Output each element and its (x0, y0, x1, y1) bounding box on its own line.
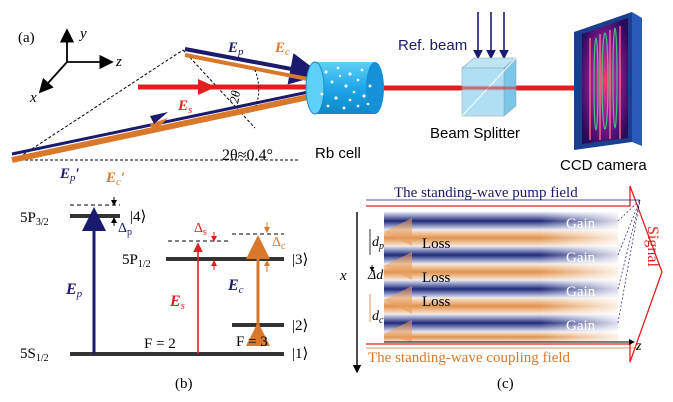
loss-label-3: Loss (422, 294, 451, 310)
dp-label: dp (372, 235, 384, 252)
delta-s-label: Δs (194, 221, 207, 238)
coordinate-axes: y z x (29, 26, 122, 106)
ccd-camera-label: CCD camera (560, 157, 647, 174)
gain-label-2: Gain (566, 250, 596, 266)
level-3-state: 5P1/2 (122, 252, 151, 270)
probe-prime-beam (11, 88, 319, 156)
level-4-state: 5P3/2 (20, 210, 49, 228)
level-1-ket: |1⟩ (292, 346, 308, 362)
level-1-state: 5S1/2 (20, 346, 49, 364)
ref-beam-arrows (473, 12, 509, 60)
panel-c: (c) Signal (339, 185, 663, 392)
loss-label-1: Loss (422, 236, 451, 252)
axis-x-label: x (29, 90, 37, 106)
rb-atoms (320, 66, 372, 110)
angle-arc (254, 69, 260, 107)
probe-prime-label: Ep′ (59, 166, 80, 184)
level-2-ket: |2⟩ (292, 318, 308, 334)
coupling-field-title: The standing-wave coupling field (368, 350, 571, 366)
panel-c-label: (c) (497, 376, 514, 392)
dc-label: dc (372, 309, 384, 326)
ref-beam-label: Ref. beam (398, 37, 467, 54)
dashed-guide-mid (182, 49, 256, 129)
coupling-label: Ec (274, 40, 290, 58)
angle-value: 2θ≈0.4° (222, 147, 273, 164)
axis-z-label: z (115, 54, 122, 70)
pump-field-title: The standing-wave pump field (394, 185, 578, 201)
axis-y-label: y (78, 26, 87, 42)
gain-label-1: Gain (566, 216, 596, 232)
coupling-prime-beam (11, 92, 319, 163)
delta-c-label: Δc (272, 235, 286, 252)
z-axis-label: z (635, 339, 642, 354)
angle-label: 2θ (226, 89, 243, 105)
signal-label: Es (177, 98, 192, 116)
ep-label: Ep (65, 281, 83, 300)
f2-label: F = 2 (144, 336, 176, 352)
ccd-camera (574, 12, 642, 150)
beam-splitter-label: Beam Splitter (430, 125, 520, 142)
level-3-ket: |3⟩ (292, 252, 308, 268)
panel-a-label: (a) (18, 30, 35, 46)
delta-p-label: Δp (118, 221, 132, 238)
panel-a: (a) y z x 2θ 2θ≈0.4° Ep Ec (11, 12, 647, 188)
coupling-beam (184, 53, 319, 83)
gain-label-4: Gain (566, 318, 596, 334)
ccd-fringes (593, 27, 618, 131)
coupling-prime-arrowhead (150, 118, 168, 132)
f3-label: F = 3 (236, 334, 268, 350)
signal-arrowhead (198, 79, 216, 95)
panel-b: (b) 5P3/2 |4⟩ 5P1/2 |3⟩ |2⟩ 5S1/2 |1⟩ Δp… (20, 197, 308, 392)
coupling-prime-label: Ec′ (105, 170, 125, 188)
rb-cell-label: Rb cell (315, 145, 361, 162)
gain-label-3: Gain (566, 284, 596, 300)
rb-cell: Rb cell (305, 61, 384, 162)
probe-beam (184, 47, 322, 85)
panel-b-label: (b) (175, 376, 193, 392)
ec-label: Ec (227, 277, 244, 296)
es-label: Es (169, 293, 185, 312)
x-axis-label: x (339, 268, 347, 284)
delta-d-label: Δd (367, 268, 384, 283)
loss-label-2: Loss (422, 270, 451, 286)
pump-dotted-lines (617, 199, 641, 324)
dashed-guide-top (14, 49, 184, 161)
stripes (384, 212, 618, 342)
beam-splitter (461, 57, 517, 117)
level-4-ket: |4⟩ (130, 209, 146, 225)
probe-prime-arrowhead (150, 112, 168, 124)
probe-label: Ep (227, 40, 244, 58)
signal-label: Signal (644, 226, 661, 267)
